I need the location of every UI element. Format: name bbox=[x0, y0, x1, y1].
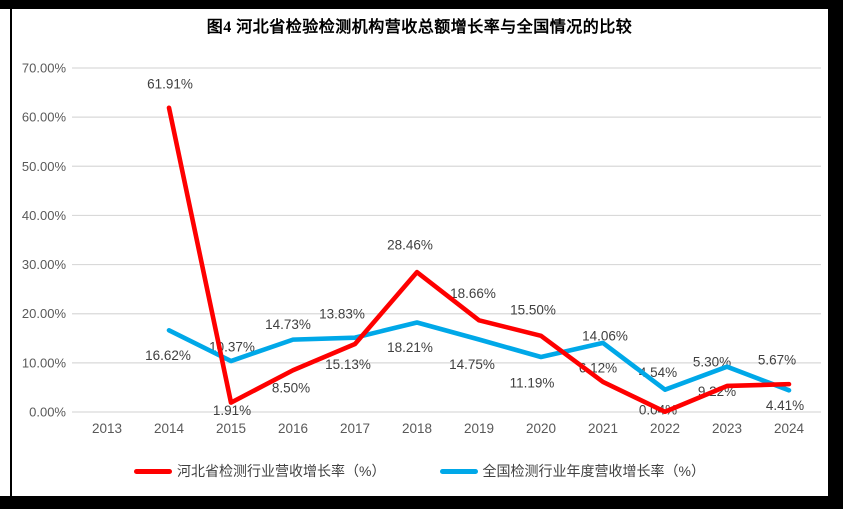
y-axis-tick: 60.00% bbox=[22, 110, 67, 125]
x-axis-tick: 2020 bbox=[526, 421, 556, 436]
data-label-hebei: 5.30% bbox=[693, 354, 731, 369]
y-axis-tick: 40.00% bbox=[22, 208, 67, 223]
data-label-hebei: 28.46% bbox=[387, 238, 433, 253]
x-axis-tick: 2015 bbox=[216, 421, 246, 436]
frame-top-border bbox=[0, 0, 843, 9]
data-label-national: 4.41% bbox=[766, 398, 804, 413]
data-label-hebei: 5.67% bbox=[758, 353, 796, 368]
x-axis-tick: 2022 bbox=[650, 421, 680, 436]
legend-swatch-national bbox=[439, 468, 478, 474]
y-axis-tick: 0.00% bbox=[29, 405, 66, 420]
legend-label-hebei: 河北省检测行业营收增长率（%） bbox=[177, 463, 386, 479]
x-axis-tick: 2019 bbox=[464, 421, 494, 436]
x-axis-tick: 2021 bbox=[588, 421, 618, 436]
national-series-line bbox=[166, 320, 792, 393]
data-label-national: 14.73% bbox=[265, 317, 311, 332]
legend-label-national: 全国检测行业年度营收增长率（%） bbox=[482, 463, 705, 479]
legend-item-hebei: 河北省检测行业营收增长率（%） bbox=[134, 461, 386, 481]
data-label-hebei: 8.50% bbox=[272, 381, 310, 396]
y-axis-tick: 30.00% bbox=[22, 257, 67, 272]
data-label-national: 14.75% bbox=[449, 357, 495, 372]
x-axis-tick: 2013 bbox=[92, 421, 122, 436]
chart-legend: 河北省检测行业营收增长率（%） 全国检测行业年度营收增长率（%） bbox=[11, 461, 828, 481]
x-axis-tick: 2023 bbox=[712, 421, 742, 436]
data-label-national: 16.62% bbox=[145, 348, 191, 363]
data-label-national: 18.21% bbox=[387, 340, 433, 355]
x-axis-tick: 2014 bbox=[154, 421, 185, 436]
x-axis-tick: 2016 bbox=[278, 421, 308, 436]
x-axis-tick: 2017 bbox=[340, 421, 370, 436]
x-axis-tick: 2018 bbox=[402, 421, 432, 436]
data-label-national: 15.13% bbox=[325, 357, 371, 372]
frame-left-border bbox=[10, 8, 12, 497]
data-label-national: 14.06% bbox=[582, 328, 628, 343]
data-label-hebei: 61.91% bbox=[147, 76, 193, 91]
y-axis-tick: 70.00% bbox=[22, 61, 67, 76]
frame-bottom-border bbox=[0, 496, 843, 509]
data-label-hebei: 15.50% bbox=[510, 302, 556, 317]
data-label-national: 11.19% bbox=[510, 376, 555, 391]
y-axis-tick: 20.00% bbox=[22, 306, 67, 321]
chart-title: 图4 河北省检验检测机构营收总额增长率与全国情况的比较 bbox=[206, 19, 633, 36]
x-axis-tick: 2024 bbox=[774, 421, 805, 436]
y-axis-tick: 10.00% bbox=[22, 355, 67, 370]
legend-swatch-hebei bbox=[134, 468, 173, 474]
y-axis-tick: 50.00% bbox=[22, 159, 67, 174]
data-label-hebei: 13.83% bbox=[319, 307, 365, 322]
data-label-hebei: 1.91% bbox=[213, 403, 251, 418]
legend-item-national: 全国检测行业年度营收增长率（%） bbox=[439, 461, 705, 481]
frame-right-border bbox=[828, 0, 843, 509]
data-label-hebei: 18.66% bbox=[450, 286, 496, 301]
hebei-series-line bbox=[166, 105, 792, 415]
